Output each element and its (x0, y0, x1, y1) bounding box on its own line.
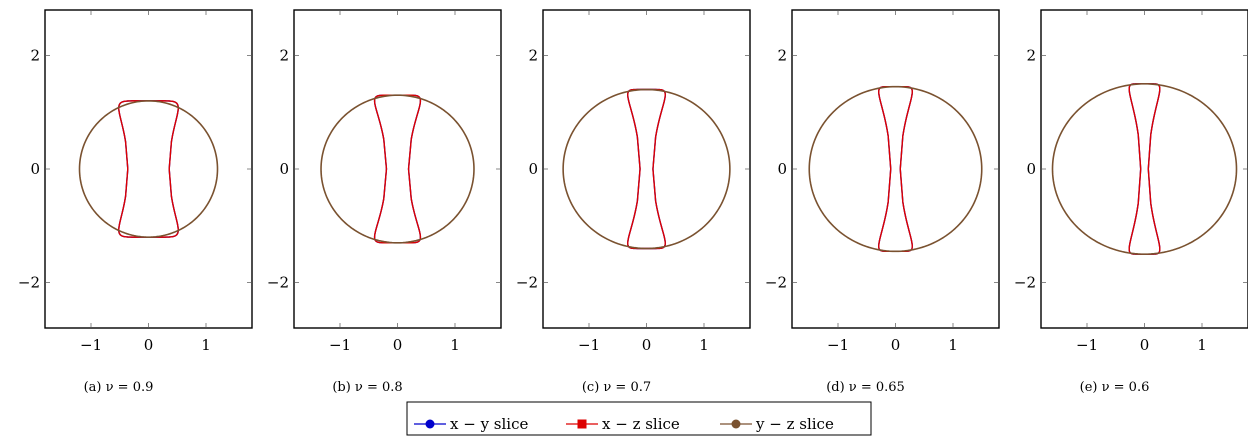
axes-frame (293, 9, 502, 329)
axes-frame (44, 9, 253, 329)
series-yzslice-curve (808, 85, 983, 253)
panel-c: −1 0 1 −2 0 2 (c) ν = 0.7 (516, 9, 751, 395)
x-tick-label: 1 (699, 336, 709, 354)
x-tick-label: 0 (642, 336, 652, 354)
y-tick-label: −2 (1014, 274, 1036, 292)
x-tick-label: 1 (1197, 336, 1207, 354)
axes-frame (1040, 9, 1248, 329)
series-xzslice-curve (118, 100, 179, 238)
series-yzslice-curve (562, 88, 731, 250)
x-tick-label: −1 (578, 336, 600, 354)
axes-frame (542, 9, 751, 329)
y-tick-label: 2 (279, 46, 289, 64)
panel-a: −1 0 1 −2 0 2 (a) ν = 0.9 (18, 9, 253, 395)
y-tick-label: −2 (267, 274, 289, 292)
y-tick-label: 0 (528, 160, 538, 178)
x-tick-label: 0 (393, 336, 403, 354)
legend-marker-xy (425, 419, 435, 429)
y-tick-label: −2 (765, 274, 787, 292)
series-xyslice-curve (878, 85, 913, 253)
x-tick-label: 0 (144, 336, 154, 354)
legend-label-xz: x − z slice (602, 415, 680, 433)
series-xzslice-curve (627, 88, 666, 250)
y-tick-label: 0 (279, 160, 289, 178)
y-tick-label: −2 (516, 274, 538, 292)
legend-marker-yz (731, 419, 741, 429)
series-yzslice-curve (78, 100, 219, 238)
panel-caption: (a) ν = 0.9 (84, 380, 154, 395)
y-tick-label: 2 (777, 46, 787, 64)
legend: x − y slice x − z slice y − z slice (406, 401, 872, 436)
y-tick-label: −2 (18, 274, 40, 292)
series-xyslice-curve (373, 94, 422, 244)
panel-e: −1 0 1 −2 0 2 (e) ν = 0.6 (1014, 9, 1248, 395)
axes-frame (791, 9, 1000, 329)
y-tick-label: 2 (528, 46, 538, 64)
x-tick-label: 1 (450, 336, 460, 354)
x-tick-label: 1 (201, 336, 211, 354)
legend-marker-xz (577, 419, 587, 429)
x-tick-label: −1 (1076, 336, 1098, 354)
series-xzslice-curve (1128, 83, 1161, 255)
y-tick-label: 2 (30, 46, 40, 64)
x-tick-label: −1 (827, 336, 849, 354)
panel-caption: (b) ν = 0.8 (332, 380, 402, 395)
panel-caption: (c) ν = 0.7 (582, 380, 651, 395)
y-tick-label: 2 (1026, 46, 1036, 64)
series-yzslice-curve (320, 94, 475, 244)
x-tick-label: 0 (1140, 336, 1150, 354)
x-tick-label: −1 (329, 336, 351, 354)
y-tick-label: 0 (777, 160, 787, 178)
legend-label-yz: y − z slice (755, 415, 834, 433)
series-xyslice-curve (627, 88, 666, 250)
panel-caption: (e) ν = 0.6 (1080, 380, 1150, 395)
panels: −1 0 1−202(a) ν = 0.9−1 0 1−202(b) ν = 0.8−1… (18, 9, 1248, 395)
y-tick-label: 0 (1026, 160, 1036, 178)
panel-b: −1 0 1 −2 0 2 (b) ν = 0.8 (267, 9, 502, 395)
x-tick-label: 1 (948, 336, 958, 354)
panel-caption: (d) ν = 0.65 (826, 380, 905, 395)
x-tick-label: −1 (80, 336, 102, 354)
series-xzslice-curve (373, 94, 422, 244)
panel-d: −1 0 1 −2 0 2 (d) ν = 0.65 (765, 9, 1000, 395)
y-tick-label: 0 (30, 160, 40, 178)
series-xzslice-curve (878, 85, 913, 253)
legend-box (406, 401, 872, 436)
x-tick-label: 0 (891, 336, 901, 354)
legend-label-xy: x − y slice (450, 415, 528, 433)
series-yzslice-curve (1051, 83, 1238, 255)
